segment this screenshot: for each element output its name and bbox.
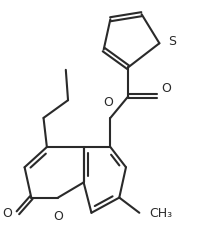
Text: O: O [162,82,172,94]
Text: S: S [168,35,176,48]
Text: O: O [53,209,63,222]
Text: CH₃: CH₃ [149,206,172,219]
Text: O: O [103,96,113,108]
Text: O: O [2,206,12,219]
